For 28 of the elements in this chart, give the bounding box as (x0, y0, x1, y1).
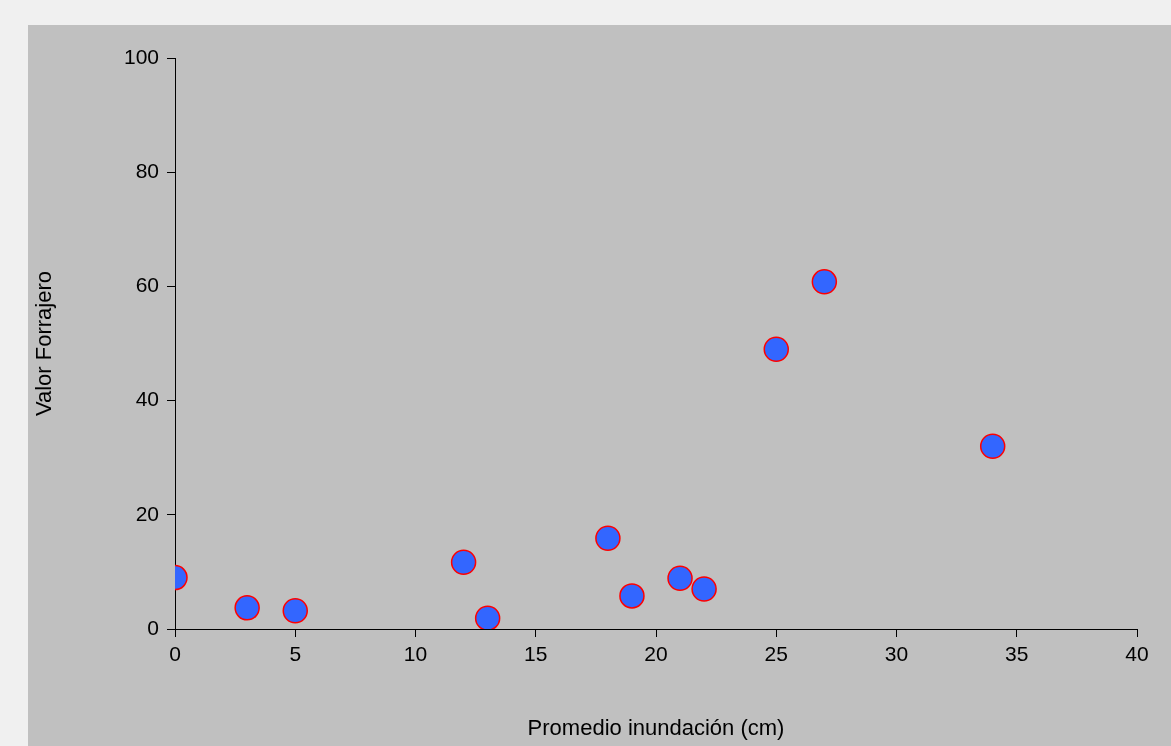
y-tick-label: 60 (135, 273, 159, 297)
point (763, 336, 789, 362)
point (691, 576, 717, 602)
point (234, 595, 260, 621)
x-tick-label: 25 (764, 642, 788, 666)
x-tick-label: 20 (644, 642, 668, 666)
x-tick-label: 30 (884, 642, 909, 666)
y-tick-label: 100 (123, 44, 159, 68)
x-tick-label: 10 (403, 642, 428, 666)
point (811, 269, 838, 295)
x-tick-label: 0 (169, 642, 181, 666)
point (619, 583, 645, 609)
point (282, 597, 308, 624)
y-tick-label: 20 (135, 501, 159, 525)
y-tick-label: 0 (147, 615, 159, 639)
y-tick-label: 40 (135, 387, 159, 411)
point (595, 525, 621, 551)
y-axis-title: Valor Forrajero (31, 270, 57, 417)
point (450, 549, 477, 575)
x-tick-label: 35 (1005, 642, 1029, 666)
x-tick-label: 15 (524, 642, 548, 666)
x-tick-label: 40 (1125, 642, 1149, 666)
x-tick-label: 5 (289, 642, 302, 666)
y-tick-label: 80 (135, 159, 159, 182)
x-axis-title: Promedio inundación (cm) (527, 714, 785, 740)
point (667, 565, 693, 591)
point (474, 605, 501, 629)
point (979, 433, 1006, 460)
